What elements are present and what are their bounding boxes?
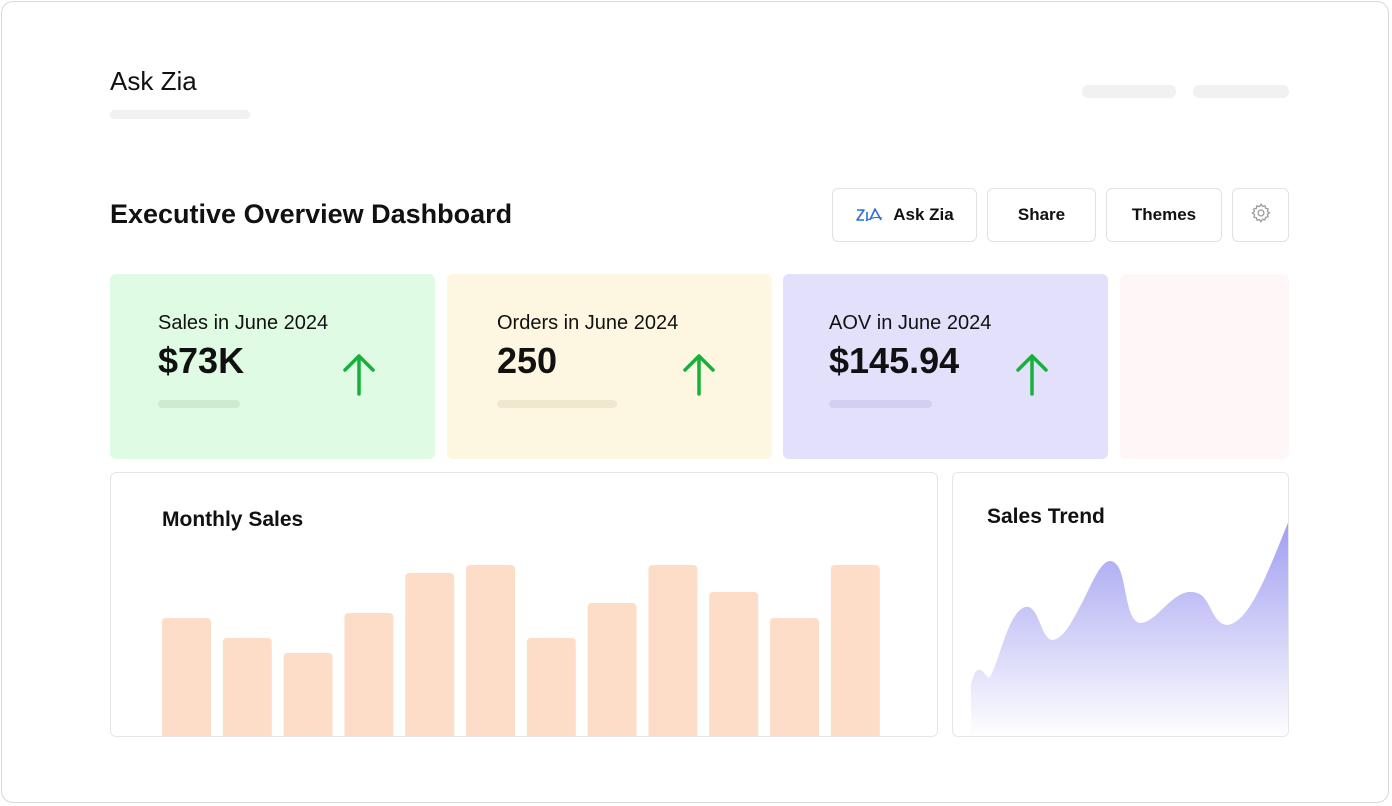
monthly-sales-bar [587,603,637,736]
kpi-card-partial [1120,274,1289,459]
trend-up-icon [1016,354,1048,396]
monthly-sales-bar [344,613,394,736]
trend-up-icon [343,354,375,396]
kpi-value: 250 [497,340,558,381]
gear-icon [1250,202,1272,229]
app-title: Ask Zia [110,66,197,96]
kpi-card-orders[interactable]: Orders in June 2024 250 [447,274,772,459]
monthly-sales-bar [405,573,455,736]
trend-area [971,522,1288,736]
ask-zia-label: Ask Zia [893,205,954,224]
kpi-card-aov[interactable]: AOV in June 2024 $145.94 [783,274,1108,459]
monthly-sales-bar [648,565,698,736]
kpi-card-sales[interactable]: Sales in June 2024 $73K [110,274,435,459]
header-placeholder-2 [1193,85,1289,98]
monthly-sales-bar [466,565,515,736]
sales-trend-panel: Sales Trend [952,472,1289,737]
trend-up-icon [683,354,715,396]
monthly-sales-bar [770,618,819,736]
kpi-value: $73K [158,340,245,381]
kpi-placeholder-bar [158,400,240,408]
settings-button[interactable] [1232,188,1289,242]
kpi-placeholder-bar [497,400,617,408]
monthly-sales-title: Monthly Sales [162,508,304,531]
monthly-sales-panel: Monthly Sales [110,472,938,737]
kpi-label: Sales in June 2024 [158,312,329,334]
kpi-label: Orders in June 2024 [497,312,679,334]
share-label: Share [1017,205,1066,224]
monthly-sales-chart [162,565,880,736]
sales-trend-title: Sales Trend [987,505,1105,528]
header-placeholder-1 [1082,85,1176,98]
monthly-sales-bar [283,653,333,736]
kpi-placeholder-bar [829,400,932,408]
dashboard-title: Executive Overview Dashboard [110,199,513,229]
kpi-value: $145.94 [829,340,960,381]
themes-label: Themes [1131,205,1197,224]
themes-button[interactable]: Themes [1106,188,1222,242]
kpi-label: AOV in June 2024 [829,312,992,334]
zia-icon [855,206,883,224]
monthly-sales-bar [526,638,576,736]
monthly-sales-bar [830,565,880,736]
monthly-sales-bar [162,618,211,736]
sales-trend-chart [971,522,1288,736]
monthly-sales-bar [709,592,759,736]
subtitle-placeholder [110,110,250,119]
share-button[interactable]: Share [987,188,1096,242]
ask-zia-button[interactable]: Ask Zia [832,188,977,242]
monthly-sales-bar [222,638,272,736]
